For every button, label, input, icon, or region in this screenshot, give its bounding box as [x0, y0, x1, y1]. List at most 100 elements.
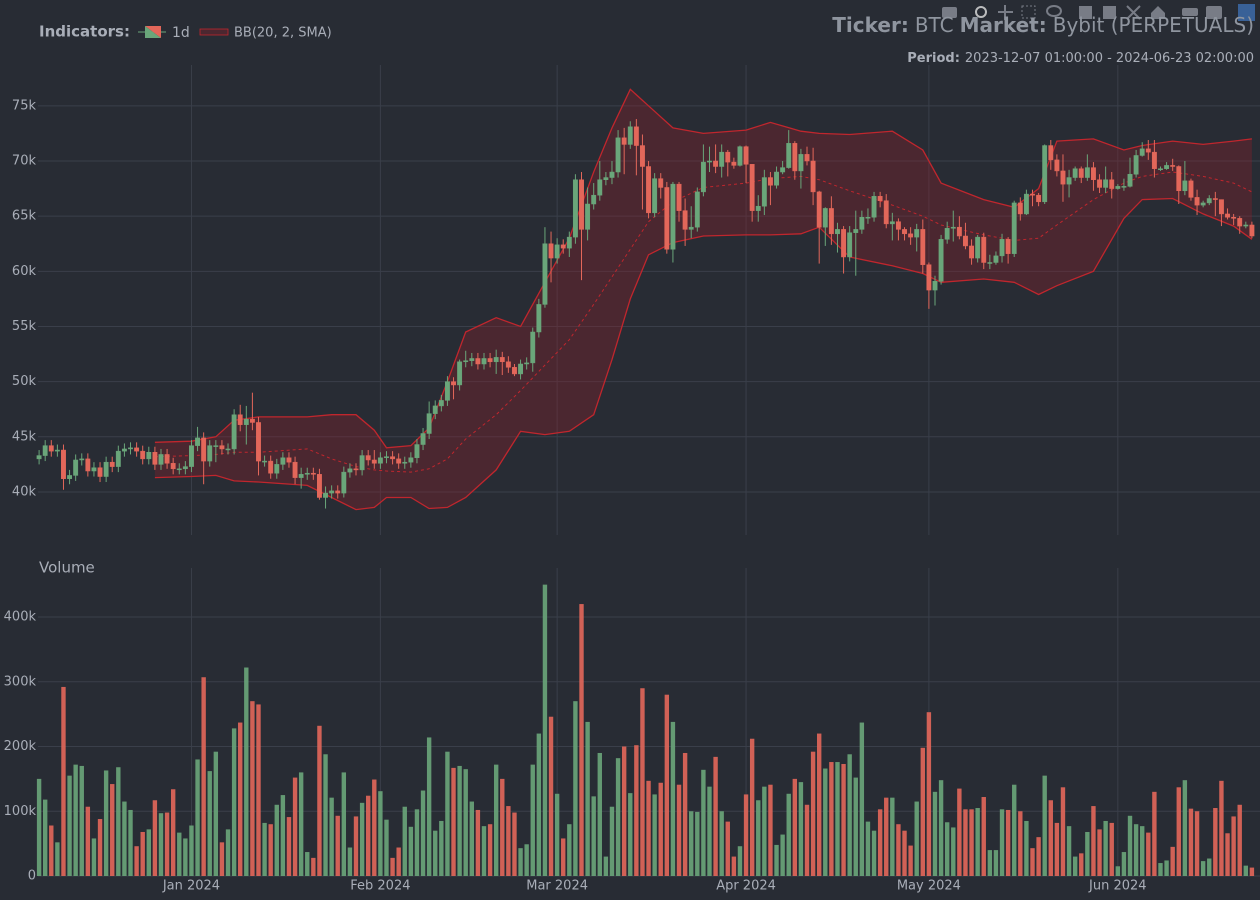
- volume-bar: [36, 778, 42, 876]
- y-tick-label: 40k: [12, 484, 37, 499]
- volume-bar: [817, 733, 822, 876]
- candle-body: [719, 151, 725, 167]
- volume-bar: [908, 845, 913, 876]
- volume-bar: [1158, 863, 1163, 876]
- candle-body: [1145, 148, 1151, 153]
- modebar-button[interactable]: [1182, 8, 1198, 16]
- modebar-button[interactable]: [1126, 5, 1141, 20]
- candle-body: [542, 243, 548, 305]
- candle-body: [609, 171, 615, 178]
- candle-body: [176, 468, 182, 471]
- candle-body: [1158, 168, 1163, 170]
- volume-bar: [67, 775, 72, 876]
- candle-body: [54, 449, 60, 452]
- y-tick-label: 300k: [4, 674, 37, 689]
- legend-label[interactable]: 1d: [172, 25, 190, 41]
- volume-bar: [134, 846, 139, 876]
- volume-bar: [146, 829, 151, 876]
- candle-body: [384, 456, 389, 459]
- volume-bar: [414, 809, 420, 876]
- candle-body: [1188, 180, 1194, 198]
- y-tick-label: 70k: [12, 153, 37, 168]
- candle-body: [512, 367, 517, 375]
- modebar-button[interactable]: [1079, 6, 1092, 19]
- legend-icon[interactable]: [145, 26, 161, 38]
- modebar-button[interactable]: [975, 6, 987, 18]
- candle-body: [61, 449, 66, 479]
- volume-bar: [798, 782, 804, 876]
- candle-body: [640, 145, 645, 167]
- modebar-button[interactable]: [1151, 6, 1165, 19]
- candle-body: [499, 357, 505, 363]
- volume-bar: [152, 800, 158, 876]
- candle-body: [530, 331, 536, 364]
- candle-body: [475, 358, 481, 365]
- candle-body: [926, 264, 932, 291]
- candle-body: [1030, 193, 1035, 196]
- candle-body: [444, 381, 450, 401]
- volume-bar: [250, 701, 255, 876]
- candle-body: [469, 358, 475, 361]
- candle-body: [950, 226, 956, 229]
- volume-bar: [1066, 826, 1072, 876]
- volume-bar: [402, 806, 407, 876]
- volume-bar: [1091, 806, 1096, 876]
- volume-bar: [597, 752, 602, 876]
- legend-label[interactable]: BB(20, 2, SMA): [234, 26, 332, 41]
- modebar-button[interactable]: [998, 5, 1013, 20]
- candle-body: [1023, 193, 1029, 215]
- candle-body: [420, 433, 426, 445]
- modebar-button[interactable]: [1103, 6, 1116, 19]
- candle-body: [463, 360, 469, 363]
- volume-bar: [554, 793, 560, 876]
- candle-body: [298, 474, 304, 478]
- volume-bar: [493, 764, 499, 876]
- volume-bar: [469, 801, 474, 876]
- x-tick-label: Jun 2024: [1088, 879, 1147, 894]
- candle-body: [268, 460, 274, 474]
- candle-body: [755, 205, 761, 211]
- legend-icon[interactable]: [199, 28, 229, 36]
- candle-body: [1072, 168, 1078, 178]
- candle-body: [798, 154, 804, 172]
- candle-body: [1237, 218, 1243, 227]
- volume-bar: [305, 852, 310, 876]
- volume-bar: [585, 721, 590, 876]
- volume-bar: [646, 780, 651, 876]
- volume-bar: [865, 821, 871, 876]
- volume-bar: [140, 831, 145, 876]
- y-tick-label: 50k: [12, 374, 37, 389]
- modebar-button[interactable]: [1046, 5, 1062, 17]
- candle-body: [164, 454, 170, 464]
- volume-bar: [756, 800, 761, 876]
- volume-bar: [433, 830, 438, 876]
- volume-bar: [792, 778, 798, 876]
- candle-body: [1133, 155, 1139, 175]
- volume-bar: [91, 838, 97, 876]
- volume-bar: [1194, 811, 1200, 876]
- candle-body: [731, 161, 737, 166]
- volume-bar: [731, 856, 737, 876]
- candle-body: [688, 226, 694, 230]
- modebar-button[interactable]: [942, 7, 957, 18]
- volume-bar: [634, 745, 639, 876]
- volume-bar: [573, 701, 578, 876]
- candle-body: [146, 452, 152, 460]
- x-tick-label: Feb 2024: [350, 879, 410, 894]
- candle-body: [975, 236, 981, 259]
- volume-bar: [475, 809, 481, 876]
- candle-body: [316, 474, 322, 498]
- volume-bar: [689, 811, 694, 876]
- candle-body: [1115, 186, 1121, 189]
- title-value: Bybit (PERPETUALS): [1053, 13, 1254, 37]
- modebar-button[interactable]: [1206, 6, 1222, 19]
- modebar-button[interactable]: [1238, 4, 1255, 21]
- modebar-button[interactable]: [1021, 5, 1036, 19]
- y-tick-label: 400k: [4, 610, 37, 625]
- volume-bar: [701, 769, 706, 876]
- candle-body: [828, 208, 834, 235]
- volume-bar: [719, 811, 724, 876]
- candle-body: [323, 492, 328, 498]
- volume-bar: [658, 782, 663, 876]
- candle-body: [219, 445, 225, 450]
